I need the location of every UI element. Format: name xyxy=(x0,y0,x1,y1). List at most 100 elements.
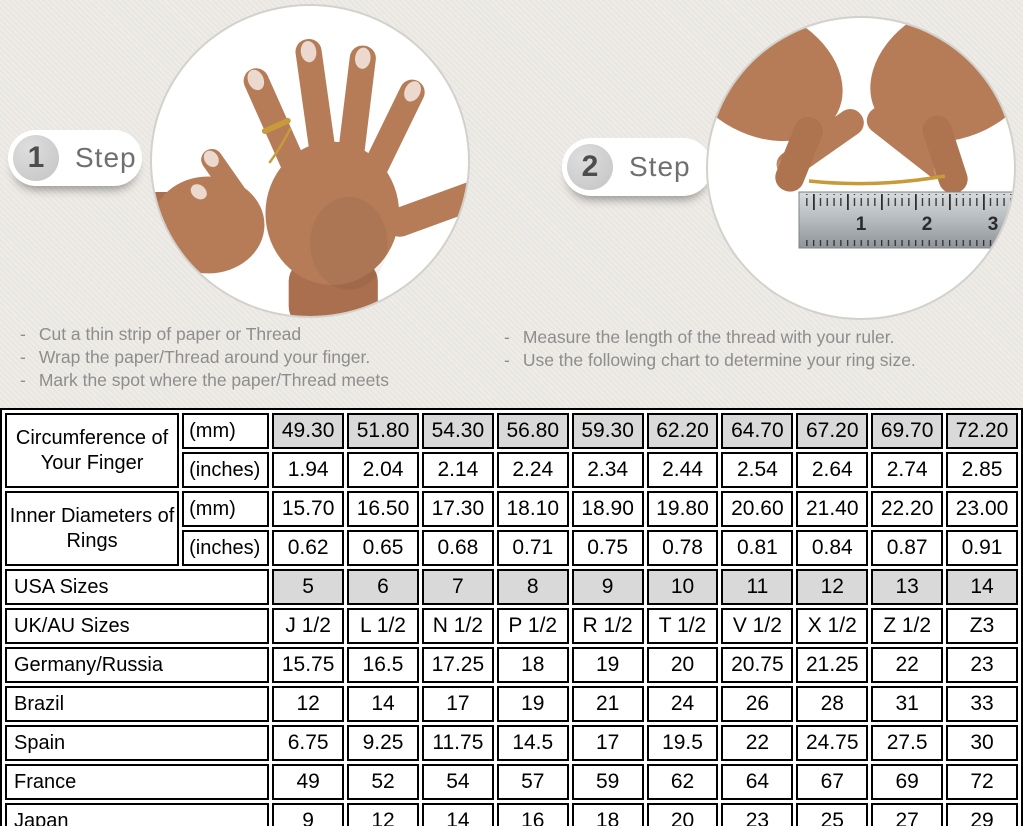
value-cell: 2.74 xyxy=(871,452,944,488)
value-cell: 15.70 xyxy=(272,491,345,527)
ruler-number-2: 2 xyxy=(922,214,933,235)
value-cell: 11.75 xyxy=(421,725,494,761)
instruction-text: Use the following chart to determine you… xyxy=(522,350,916,370)
value-cell: 69 xyxy=(871,764,944,800)
table-row-circumference-mm: Circumference of Your Finger (mm) 49.30 … xyxy=(5,413,1018,488)
value-cell: 0.68 xyxy=(421,530,494,566)
value-cell: T 1/2 xyxy=(646,608,719,644)
value-cell: 33 xyxy=(946,686,1018,722)
value-cell: 8 xyxy=(496,569,569,605)
value-cell: 14.5 xyxy=(496,725,569,761)
instruction-text: Cut a thin strip of paper or Thread xyxy=(38,324,302,344)
value-cell: 64.70 xyxy=(721,413,794,449)
value-cell: 19.5 xyxy=(646,725,719,761)
value-cell: 49.30 xyxy=(272,413,345,449)
value-cell: 22.20 xyxy=(871,491,944,527)
table-row-spain: Spain 6.75 9.25 11.75 14.5 17 19.5 22 24… xyxy=(5,725,1018,761)
value-cell: 2.44 xyxy=(646,452,719,488)
value-cell: 25 xyxy=(796,803,869,826)
step-1-badge: 1 Step xyxy=(8,130,142,186)
step-2-label: Step xyxy=(629,151,691,182)
value-cell: Z 1/2 xyxy=(871,608,944,644)
value-cell: 0.62 xyxy=(272,530,345,566)
table-row-usa-sizes: USA Sizes 5 6 7 8 9 10 11 12 13 14 xyxy=(5,569,1018,605)
value-cell: 0.91 xyxy=(946,530,1018,566)
value-cell: 18.90 xyxy=(571,491,644,527)
table-row-japan: Japan 9 12 14 16 18 20 23 25 27 29 xyxy=(5,803,1018,826)
hand-with-thread-illustration xyxy=(152,38,468,316)
unit-cell: (mm) xyxy=(182,413,270,449)
value-cell: 20 xyxy=(646,803,719,826)
step-1-instructions: - Cut a thin strip of paper or Thread - … xyxy=(20,323,500,392)
instructions-section: 1 Step 2 Step xyxy=(0,0,1023,408)
value-cell: R 1/2 xyxy=(571,608,644,644)
value-cell: 15.75 xyxy=(272,647,345,683)
table-row-ukau-sizes: UK/AU Sizes J 1/2 L 1/2 N 1/2 P 1/2 R 1/… xyxy=(5,608,1018,644)
value-cell: 27 xyxy=(871,803,944,826)
table-row-diameter-inches: (inches) 0.62 0.65 0.68 0.71 0.75 0.78 0… xyxy=(5,530,1018,566)
value-cell: 19 xyxy=(496,686,569,722)
value-cell: 14 xyxy=(347,686,419,722)
value-cell: V 1/2 xyxy=(721,608,794,644)
value-cell: X 1/2 xyxy=(796,608,869,644)
value-cell: 67 xyxy=(796,764,869,800)
step-2-number: 2 xyxy=(567,144,613,190)
row-label: Brazil xyxy=(5,686,270,722)
value-cell: 0.78 xyxy=(646,530,719,566)
value-cell: 6.75 xyxy=(272,725,345,761)
table-row-diameter-mm: Inner Diameters of Rings (mm) 15.70 16.5… xyxy=(5,491,1018,566)
bullet-dash: - xyxy=(20,370,26,390)
value-cell: 2.85 xyxy=(946,452,1018,488)
value-cell: 26 xyxy=(721,686,794,722)
instruction-line: - Mark the spot where the paper/Thread m… xyxy=(20,369,500,392)
value-cell: N 1/2 xyxy=(421,608,494,644)
value-cell: 22 xyxy=(721,725,794,761)
ruler-measure-illustration: 1 2 3 xyxy=(708,18,1014,249)
value-cell: 12 xyxy=(272,686,345,722)
step-1-label: Step xyxy=(75,142,137,173)
value-cell: 18.10 xyxy=(496,491,569,527)
table-row-circumference-inches: (inches) 1.94 2.04 2.14 2.24 2.34 2.44 2… xyxy=(5,452,1018,488)
value-cell: 31 xyxy=(871,686,944,722)
value-cell: 16.5 xyxy=(347,647,419,683)
value-cell: 17.25 xyxy=(421,647,494,683)
value-cell: 2.04 xyxy=(347,452,419,488)
value-cell: 64 xyxy=(721,764,794,800)
value-cell: 0.84 xyxy=(796,530,869,566)
value-cell: 59 xyxy=(571,764,644,800)
value-cell: 10 xyxy=(646,569,719,605)
bullet-dash: - xyxy=(504,350,510,370)
value-cell: 19.80 xyxy=(646,491,719,527)
row-label: France xyxy=(5,764,270,800)
value-cell: 24.75 xyxy=(796,725,869,761)
value-cell: 69.70 xyxy=(871,413,944,449)
value-cell: 20.75 xyxy=(721,647,794,683)
unit-cell: (mm) xyxy=(182,491,270,527)
bullet-dash: - xyxy=(20,324,26,344)
value-cell: 9 xyxy=(571,569,644,605)
value-cell: 52 xyxy=(347,764,419,800)
value-cell: 18 xyxy=(496,647,569,683)
value-cell: 0.81 xyxy=(721,530,794,566)
value-cell: 23 xyxy=(721,803,794,826)
step-1-number: 1 xyxy=(13,135,59,181)
hands-measuring-ruler-photo: 1 2 3 xyxy=(706,16,1016,320)
row-label: Japan xyxy=(5,803,270,826)
value-cell: 54 xyxy=(421,764,494,800)
value-cell: L 1/2 xyxy=(347,608,419,644)
value-cell: Z3 xyxy=(946,608,1018,644)
value-cell: 51.80 xyxy=(347,413,419,449)
table-row-germany-russia: Germany/Russia 15.75 16.5 17.25 18 19 20… xyxy=(5,647,1018,683)
instruction-line: - Cut a thin strip of paper or Thread xyxy=(20,323,500,346)
row-label: USA Sizes xyxy=(5,569,270,605)
value-cell: 27.5 xyxy=(871,725,944,761)
value-cell: 24 xyxy=(646,686,719,722)
table-row-brazil: Brazil 12 14 17 19 21 24 26 28 31 33 xyxy=(5,686,1018,722)
value-cell: 12 xyxy=(796,569,869,605)
ruler-number-1: 1 xyxy=(856,214,867,235)
value-cell: 0.87 xyxy=(871,530,944,566)
row-label: Spain xyxy=(5,725,270,761)
value-cell: 18 xyxy=(571,803,644,826)
value-cell: 54.30 xyxy=(421,413,494,449)
step-2-instructions: - Measure the length of the thread with … xyxy=(504,326,1019,372)
